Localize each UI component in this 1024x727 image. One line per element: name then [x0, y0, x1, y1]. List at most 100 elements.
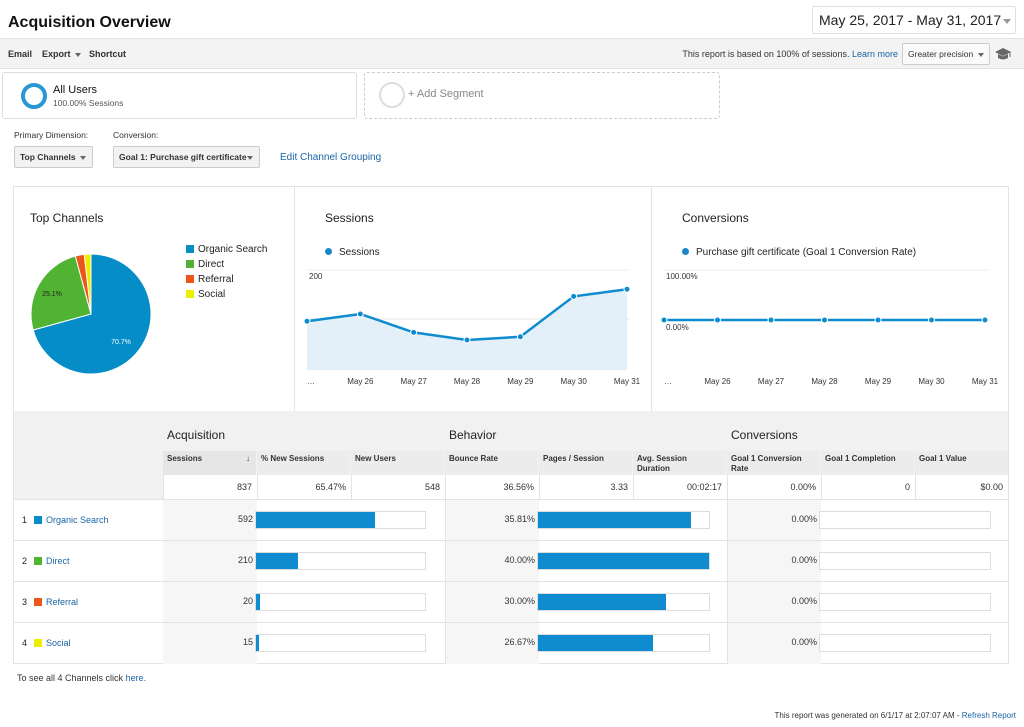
total-goal1-rate: 0.00%: [727, 475, 821, 499]
legend-item: Referral: [186, 274, 267, 289]
table-row: 4 Social 15 26.67% 0.00%: [14, 622, 1008, 664]
pages-session-fill: [538, 553, 709, 569]
data-point[interactable]: [660, 316, 668, 324]
export-button[interactable]: Export: [42, 49, 81, 59]
row-number: 4: [22, 638, 28, 648]
data-point[interactable]: [981, 316, 989, 324]
table-row: 1 Organic Search 592 35.81% 0.00%: [14, 499, 1008, 541]
conversions-legend-label: Purchase gift certificate (Goal 1 Conver…: [696, 247, 917, 258]
legend-label: Organic Search: [198, 244, 268, 255]
legend-item: Direct: [186, 259, 267, 274]
channel-cell: Referral: [34, 597, 78, 607]
legend-swatch: [186, 275, 194, 283]
email-button[interactable]: Email: [8, 49, 33, 59]
caret-down-icon: [978, 53, 984, 57]
y-tick-label: 200: [309, 272, 323, 281]
divider: [294, 187, 295, 411]
sampling-note-text: This report is based on 100% of sessions…: [682, 49, 850, 59]
total-avg-duration: 00:02:17: [633, 475, 727, 499]
edit-channel-grouping-link[interactable]: Edit Channel Grouping: [280, 152, 382, 163]
legend-swatch: [186, 245, 194, 253]
sessions-share-bar: [255, 634, 426, 652]
sessions-share-bar: [255, 511, 426, 529]
bounce-rate-cell: 40.00%: [445, 541, 539, 582]
sessions-legend-label: Sessions: [339, 247, 380, 258]
pie-slice[interactable]: [83, 253, 92, 315]
row-number: 3: [22, 597, 28, 607]
data-point[interactable]: [303, 317, 311, 325]
x-tick-label: May 26: [347, 377, 374, 386]
data-point[interactable]: [928, 316, 935, 324]
data-point[interactable]: [570, 292, 578, 300]
see-all-note: To see all 4 Channels click here.: [17, 673, 146, 683]
data-point[interactable]: [821, 316, 828, 324]
bounce-rate-cell: 35.81%: [445, 500, 539, 541]
pie-slice[interactable]: [30, 255, 92, 331]
segment-name: All Users: [53, 84, 98, 96]
channel-link[interactable]: Referral: [46, 597, 79, 607]
sessions-chart-title: Sessions: [325, 211, 374, 225]
data-point[interactable]: [410, 328, 418, 336]
table-row: 2 Direct 210 40.00% 0.00%: [14, 540, 1008, 582]
data-point[interactable]: [874, 316, 882, 324]
segment-all-users[interactable]: All Users 100.00% Sessions: [2, 72, 357, 119]
learn-more-link[interactable]: Learn more: [851, 49, 898, 59]
sessions-share-fill: [256, 553, 299, 569]
shortcut-button[interactable]: Shortcut: [89, 49, 126, 59]
total-new-sessions: 65.47%: [257, 475, 351, 499]
sessions-cell: 210: [163, 541, 257, 582]
generated-text: This report was generated on 6/1/17 at 2…: [774, 711, 960, 720]
legend-dot-icon: [682, 248, 689, 255]
sessions-share-bar: [255, 552, 426, 570]
add-segment-button[interactable]: + Add Segment: [364, 72, 720, 119]
sessions-share-fill: [256, 594, 261, 610]
data-point[interactable]: [767, 316, 775, 324]
export-label: Export: [42, 49, 71, 59]
pages-session-fill: [538, 512, 692, 528]
channel-link[interactable]: Direct: [46, 556, 70, 566]
channel-link[interactable]: Organic Search: [46, 515, 109, 525]
x-tick-label: May 28: [454, 377, 481, 386]
data-point[interactable]: [356, 310, 364, 318]
conversion-bar: [819, 593, 991, 611]
bounce-rate-cell: 26.67%: [445, 623, 539, 664]
graduation-cap-icon[interactable]: [994, 47, 1012, 61]
data-point[interactable]: [623, 285, 631, 293]
see-all-link[interactable]: here.: [125, 673, 147, 683]
legend-item: Social: [186, 289, 267, 304]
chevron-down-icon: [1003, 19, 1011, 24]
x-tick-label: …: [307, 377, 315, 386]
data-point[interactable]: [463, 336, 471, 344]
caret-down-icon: [80, 156, 86, 160]
refresh-report-link[interactable]: Refresh Report: [961, 711, 1016, 720]
legend-swatch: [186, 290, 194, 298]
legend-label: Direct: [198, 259, 225, 270]
x-tick-label: …: [664, 377, 672, 386]
conversion-value: Goal 1: Purchase gift certificate: [119, 152, 247, 162]
bounce-rate-cell: 30.00%: [445, 582, 539, 623]
x-tick-label: May 29: [865, 377, 892, 386]
primary-dimension-select[interactable]: Top Channels: [14, 146, 93, 168]
pie-slice[interactable]: [32, 253, 152, 375]
channel-swatch: [34, 557, 42, 565]
date-range-picker[interactable]: May 25, 2017 - May 31, 2017: [812, 6, 1016, 34]
conversions-chart[interactable]: 100.00% 0.00% … May 26 May 27 May 28 May 29 M…: [656, 263, 1008, 389]
legend-item: Organic Search: [186, 244, 267, 259]
data-point[interactable]: [516, 333, 524, 341]
conversion-rate-cell: 0.00%: [727, 500, 821, 541]
precision-select[interactable]: Greater precision: [902, 43, 990, 65]
row-number: 2: [22, 556, 28, 566]
conversion-select[interactable]: Goal 1: Purchase gift certificate: [113, 146, 260, 168]
divider: [651, 187, 652, 411]
top-channels-title: Top Channels: [30, 211, 104, 225]
x-tick-label: May 27: [401, 377, 428, 386]
empty-segment-ring-icon: [379, 82, 405, 108]
data-point[interactable]: [714, 316, 721, 324]
primary-dimension-value: Top Channels: [20, 152, 76, 162]
channel-link[interactable]: Social: [46, 638, 71, 648]
sessions-cell: 15: [163, 623, 257, 664]
x-tick-label: May 30: [918, 377, 945, 386]
total-new-users: 548: [351, 475, 445, 499]
sessions-cell: 592: [163, 500, 257, 541]
